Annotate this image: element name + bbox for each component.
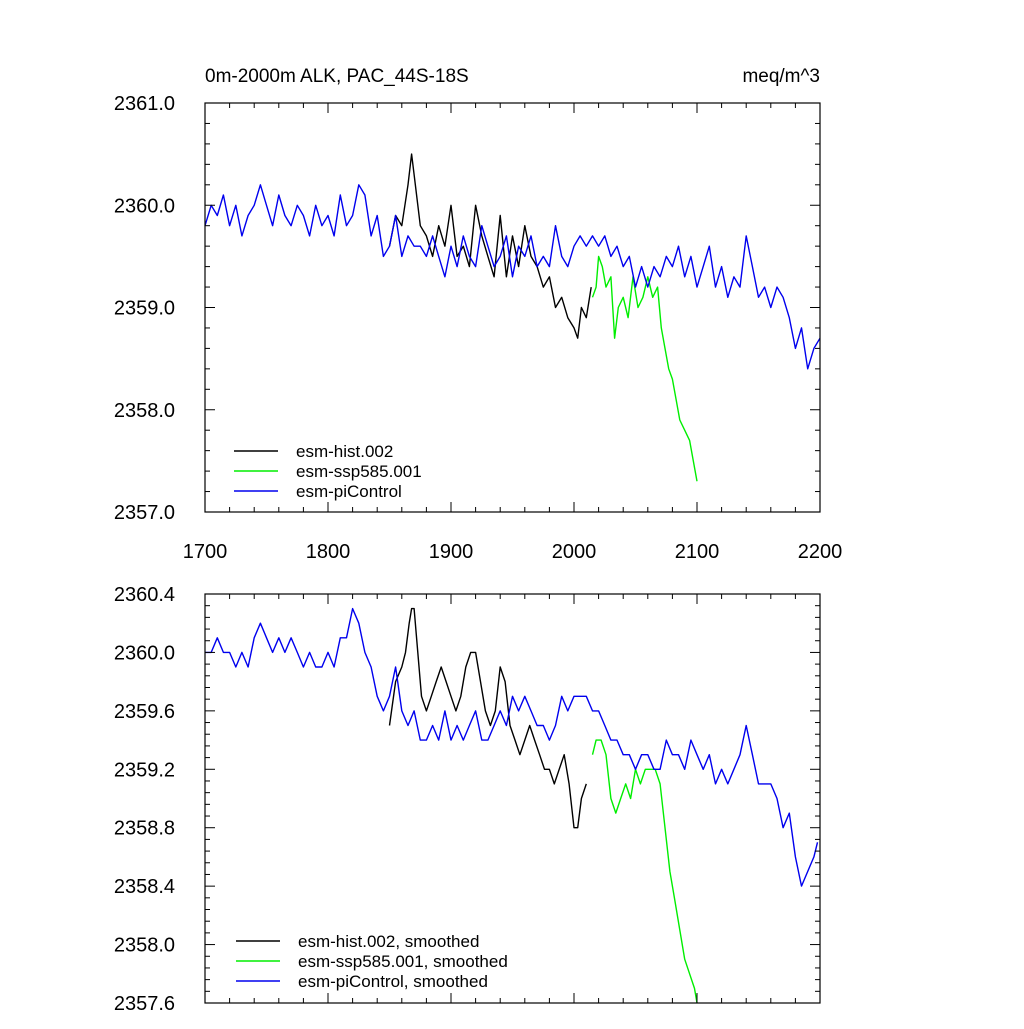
x-tick-label: 2200 bbox=[798, 541, 843, 563]
y-tick-label: 2359.2 bbox=[114, 759, 175, 781]
bottom-panel-y-tick-labels: 2357.6 2358.0 2358.4 2358.8 2359.2 2359.6 2360… bbox=[114, 584, 175, 1015]
top-panel: 0m-2000m ALK, PAC_44S-18S meq/m^3 2357.0… bbox=[114, 66, 842, 563]
top-panel-legend: esm-hist.002 esm-ssp585.001 esm-piContro… bbox=[234, 442, 422, 501]
x-tick-label: 2000 bbox=[552, 541, 597, 563]
legend-label-hist: esm-hist.002 bbox=[296, 442, 393, 461]
y-tick-label: 2359.6 bbox=[114, 701, 175, 723]
y-tick-label: 2358.4 bbox=[114, 876, 175, 898]
series-line-esm-ssp585-001 bbox=[591, 255, 698, 482]
series-line-esm-ssp585-001-smoothed bbox=[591, 739, 698, 1004]
legend-label-ssp585: esm-ssp585.001 bbox=[296, 462, 422, 481]
y-tick-label: 2357.6 bbox=[114, 993, 175, 1015]
y-tick-label: 2358.8 bbox=[114, 818, 175, 840]
legend-label-ssp585-smoothed: esm-ssp585.001, smoothed bbox=[298, 952, 508, 971]
y-tick-label: 2359.0 bbox=[114, 298, 175, 320]
series-line-esm-picontrol-smoothed bbox=[205, 607, 819, 887]
top-panel-frame bbox=[204, 102, 821, 513]
bottom-panel: 2357.6 2358.0 2358.4 2358.8 2359.2 2359.6 2360… bbox=[114, 584, 821, 1015]
bottom-panel-series-group bbox=[205, 607, 819, 1004]
top-panel-title: 0m-2000m ALK, PAC_44S-18S bbox=[205, 66, 469, 87]
series-line-esm-hist-002 bbox=[388, 153, 592, 339]
y-tick-label: 2360.4 bbox=[114, 584, 175, 606]
legend-label-hist-smoothed: esm-hist.002, smoothed bbox=[298, 932, 479, 951]
y-tick-label: 2358.0 bbox=[114, 935, 175, 957]
y-tick-label: 2360.0 bbox=[114, 195, 175, 217]
top-panel-units: meq/m^3 bbox=[742, 66, 820, 87]
y-tick-label: 2357.0 bbox=[114, 502, 175, 524]
top-panel-y-tick-labels: 2357.0 2358.0 2359.0 2360.0 2361.0 bbox=[114, 93, 175, 524]
legend-label-picontrol: esm-piControl bbox=[296, 482, 402, 501]
y-tick-label: 2361.0 bbox=[114, 93, 175, 115]
top-panel-x-tick-labels: 1700 1800 1900 2000 2100 2200 bbox=[183, 541, 843, 563]
series-line-esm-picontrol bbox=[204, 184, 821, 370]
legend-label-picontrol-smoothed: esm-piControl, smoothed bbox=[298, 972, 488, 991]
bottom-panel-ticks bbox=[204, 593, 821, 1004]
x-tick-label: 1700 bbox=[183, 541, 228, 563]
bottom-panel-legend: esm-hist.002, smoothed esm-ssp585.001, s… bbox=[236, 932, 508, 991]
y-tick-label: 2358.0 bbox=[114, 400, 175, 422]
x-tick-label: 2100 bbox=[675, 541, 720, 563]
x-tick-label: 1900 bbox=[429, 541, 474, 563]
series-line-esm-hist-002-smoothed bbox=[388, 607, 587, 829]
top-panel-series-group bbox=[204, 153, 821, 482]
bottom-panel-frame bbox=[204, 593, 821, 1004]
x-tick-label: 1800 bbox=[306, 541, 351, 563]
y-tick-label: 2360.0 bbox=[114, 642, 175, 664]
